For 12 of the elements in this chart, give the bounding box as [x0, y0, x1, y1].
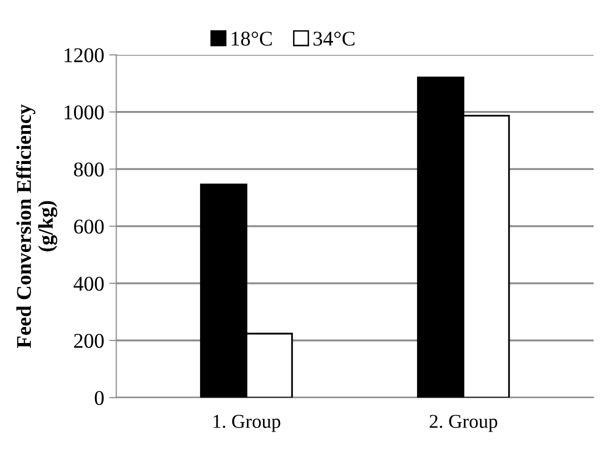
y-tick-label: 1200 [64, 48, 104, 62]
x-tick-label: 2. Group [430, 414, 498, 432]
y-tick-label: 200 [74, 334, 104, 348]
y-tick-label: 800 [74, 162, 104, 177]
legend-label: 18°C [232, 32, 272, 46]
x-tick-label: 1. Group [214, 414, 280, 432]
y-tick-label: 600 [74, 220, 104, 234]
legend-label: 34°C [314, 32, 354, 46]
y-tick-label: 400 [74, 276, 104, 291]
y-tick-label: 1000 [64, 105, 104, 120]
y-axis-title: Feed Conversion Efficiency (g/kg) [16, 104, 58, 348]
y-tick-label: 0 [94, 390, 104, 406]
